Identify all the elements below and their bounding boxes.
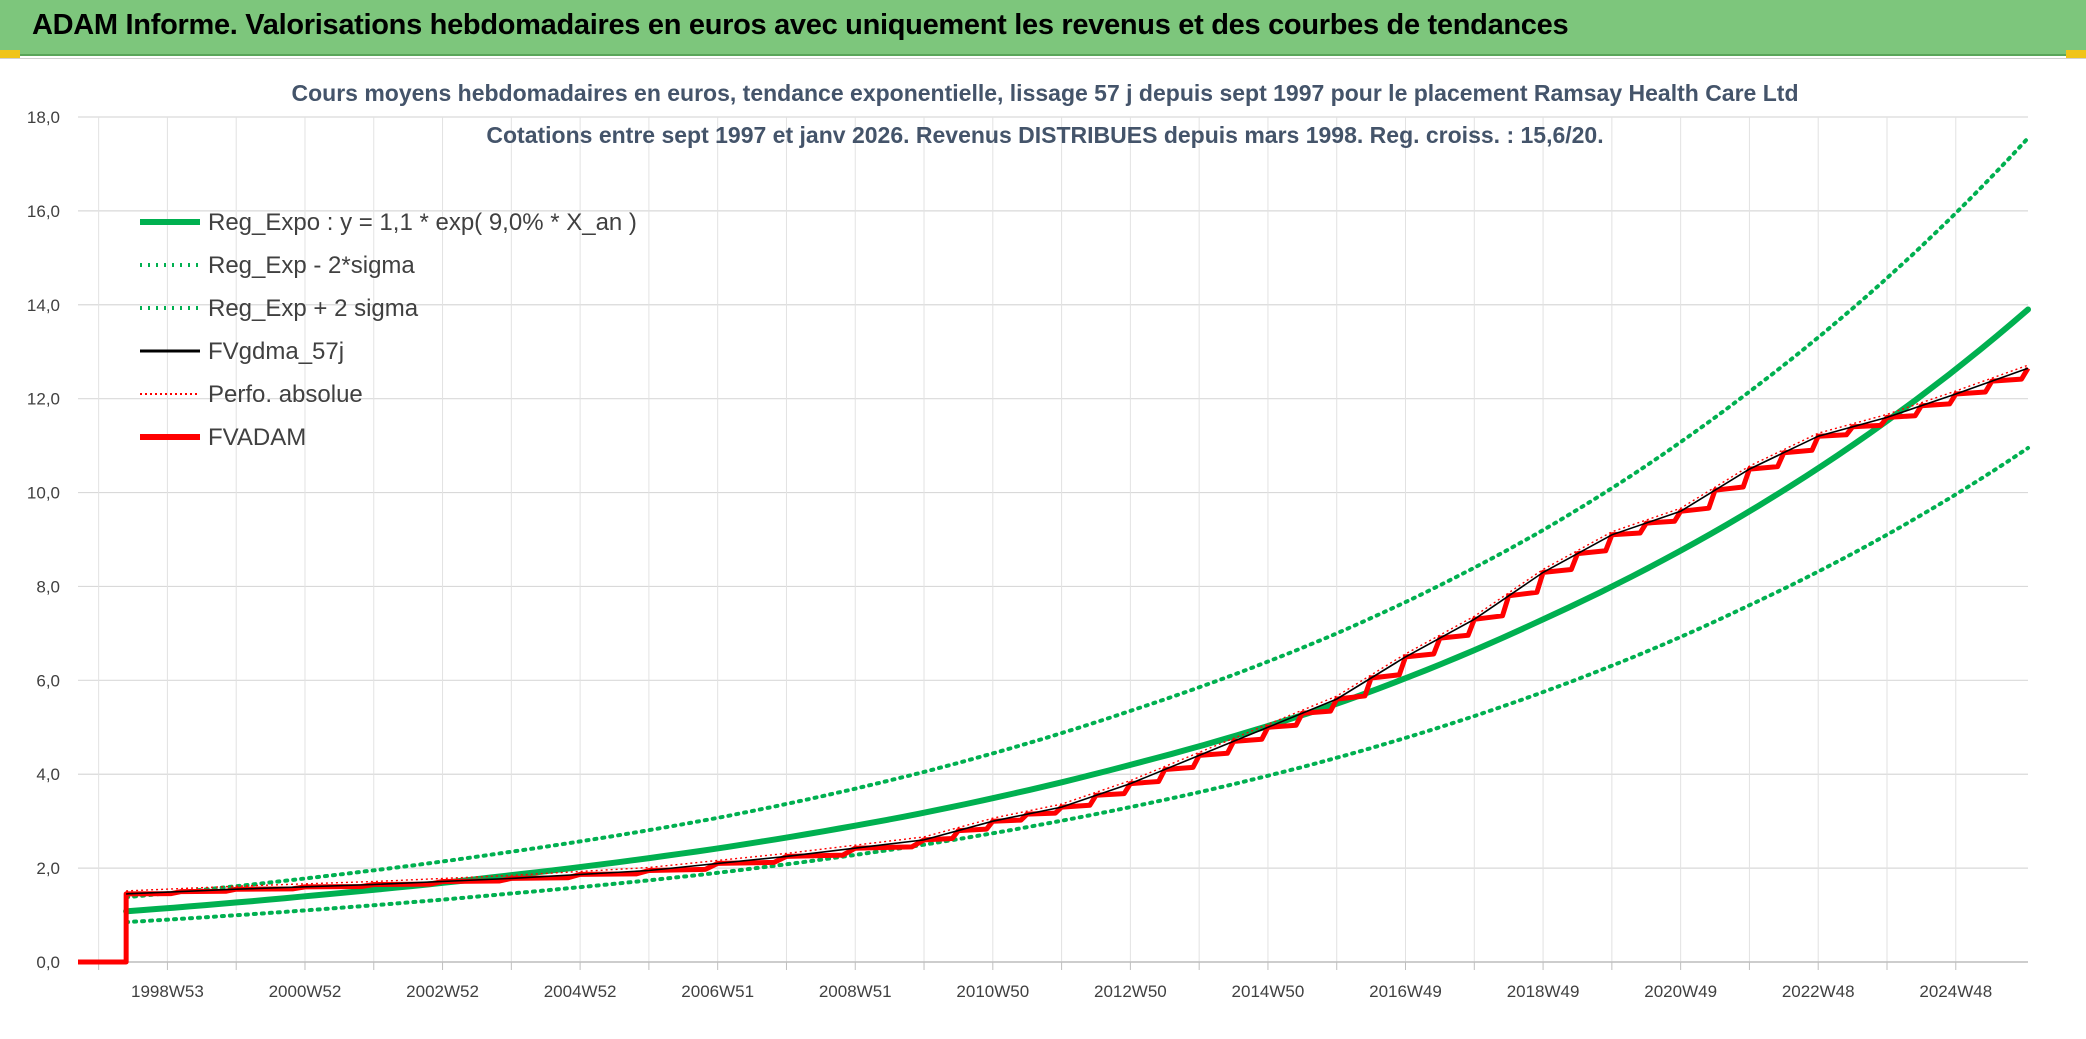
x-tick-label: 2008W51 — [819, 982, 892, 1001]
perfo-absolue-line — [126, 364, 2029, 892]
fvadam-line — [78, 366, 2031, 965]
x-tick-label: 2014W50 — [1232, 982, 1305, 1001]
banner-corner-right — [2066, 50, 2086, 58]
chart-frame: 0,0 2,0 4,0 6,0 8,0 10,0 12,0 14,0 16,0 18,0 1998… — [0, 58, 2086, 1039]
legend-label: Reg_Exp - 2*sigma — [208, 252, 415, 279]
chart-title: Cours moyens hebdomadaires en euros, ten… — [291, 80, 1798, 106]
y-tick-label: 16,0 — [27, 202, 60, 221]
x-tick-label: 2010W50 — [956, 982, 1029, 1001]
y-tick-label: 2,0 — [36, 859, 60, 878]
chart-subtitle: Cotations entre sept 1997 et janv 2026. … — [486, 122, 1603, 148]
y-tick-label: 4,0 — [36, 765, 60, 784]
x-tick-label: 2004W52 — [544, 982, 617, 1001]
legend-label: FVgdma_57j — [208, 338, 344, 365]
legend-label: Reg_Exp + 2 sigma — [208, 295, 419, 322]
y-tick-label: 0,0 — [36, 953, 60, 972]
legend-label: Reg_Expo : y = 1,1 * exp( 9,0% * X_an ) — [208, 209, 637, 236]
chart-series — [78, 136, 2031, 965]
reg-exp-minus-sigma-line — [124, 446, 2030, 925]
x-tick-label: 2006W51 — [681, 982, 754, 1001]
legend-label: FVADAM — [208, 424, 306, 451]
x-tick-label: 2002W52 — [406, 982, 479, 1001]
x-tick-label: 2000W52 — [269, 982, 342, 1001]
banner-corner-left — [0, 50, 20, 58]
chart-grid — [78, 116, 2028, 970]
x-tick-label: 2020W49 — [1644, 982, 1717, 1001]
fvgdma-57j-line — [126, 367, 2029, 895]
y-tick-label: 12,0 — [27, 390, 60, 409]
y-tick-label: 6,0 — [36, 671, 60, 690]
x-tick-label: 2022W48 — [1782, 982, 1855, 1001]
x-axis-ticks: 1998W53 2000W52 2002W52 2004W52 2006W51 2008W… — [131, 982, 1992, 1001]
y-tick-label: 18,0 — [27, 108, 60, 127]
y-tick-label: 8,0 — [36, 577, 60, 596]
report-title: ADAM Informe. Valorisations hebdomadaire… — [32, 9, 1569, 41]
x-tick-label: 1998W53 — [131, 982, 204, 1001]
x-tick-label: 2018W49 — [1507, 982, 1580, 1001]
chart-legend: Reg_Expo : y = 1,1 * exp( 9,0% * X_an ) R… — [140, 209, 637, 451]
y-tick-label: 14,0 — [27, 296, 60, 315]
chart-svg: 0,0 2,0 4,0 6,0 8,0 10,0 12,0 14,0 16,0 18,0 1998… — [27, 80, 2031, 1001]
report-banner: ADAM Informe. Valorisations hebdomadaire… — [0, 0, 2086, 56]
x-tick-label: 2012W50 — [1094, 982, 1167, 1001]
x-tick-label: 2016W49 — [1369, 982, 1442, 1001]
reg-exp-plus-sigma-line — [124, 136, 2030, 900]
x-tick-label: 2024W48 — [1919, 982, 1992, 1001]
legend-label: Perfo. absolue — [208, 381, 363, 408]
y-tick-label: 10,0 — [27, 484, 60, 503]
y-axis-ticks: 0,0 2,0 4,0 6,0 8,0 10,0 12,0 14,0 16,0 18,0 — [27, 108, 60, 972]
